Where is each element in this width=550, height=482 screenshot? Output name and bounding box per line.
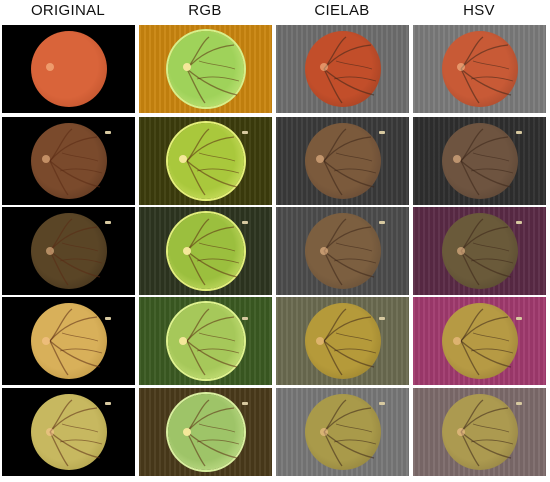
fundus-image-hsv-2 [413,117,546,205]
notch-marker [379,221,385,224]
fundus-image-original-5 [2,388,135,476]
fundus-image-hsv-3 [413,207,546,295]
fundus-image-cielab-1 [276,25,409,113]
fundus-image-original-3 [2,207,135,295]
vessel-overlay [186,36,240,104]
retina-disc [441,31,518,107]
column-header-hsv: HSV [463,2,495,19]
vessel-overlay [186,128,240,196]
notch-marker [516,131,522,134]
vessel-overlay [460,36,514,104]
fundus-image-cielab-4 [276,297,409,385]
optic-disc-spot [316,155,324,163]
vessel-overlay [323,128,377,196]
optic-disc-spot [457,247,465,255]
fundus-image-rgb-4 [139,297,272,385]
notch-marker [242,131,248,134]
vessel-overlay [49,218,103,286]
retina-disc [167,394,244,470]
retina-disc [304,31,381,107]
fundus-image-rgb-3 [139,207,272,295]
retina-disc [304,213,381,289]
fundus-image-hsv-1 [413,25,546,113]
vessel-overlay [186,399,240,467]
optic-disc-spot [183,428,191,436]
notch-marker [105,317,111,320]
notch-marker [242,317,248,320]
column-header-original: ORIGINAL [30,2,106,19]
notch-marker [379,402,385,405]
vessel-overlay [460,399,514,467]
notch-marker [516,402,522,405]
retina-disc [30,213,107,289]
fundus-image-original-2 [2,117,135,205]
retina-disc [167,31,244,107]
notch-marker [242,221,248,224]
vessel-overlay [49,399,103,467]
optic-disc-spot [179,155,187,163]
vessel-overlay [186,308,240,376]
column-header-rgb: RGB [188,2,222,19]
notch-marker [516,221,522,224]
vessel-overlay [49,128,103,196]
vessel-overlay [323,399,377,467]
notch-marker [379,317,385,320]
optic-disc-spot [46,428,54,436]
fundus-image-cielab-3 [276,207,409,295]
vessel-overlay [323,36,377,104]
notch-marker [105,131,111,134]
vessel-overlay [323,218,377,286]
fundus-image-hsv-5 [413,388,546,476]
vessel-overlay [49,308,103,376]
column-header-cielab: CIELAB [314,2,370,19]
optic-disc-spot [320,247,328,255]
retina-disc [304,394,381,470]
vessel-overlay [460,128,514,196]
notch-marker [105,221,111,224]
notch-marker [516,317,522,320]
retina-disc [30,394,107,470]
optic-disc-spot [316,337,324,345]
optic-disc-spot [46,247,54,255]
optic-disc-spot [46,63,54,71]
optic-disc-spot [457,428,465,436]
fundus-image-rgb-5 [139,388,272,476]
optic-disc-spot [42,155,50,163]
vessel-overlay [186,218,240,286]
notch-marker [379,131,385,134]
fundus-image-rgb-1 [139,25,272,113]
retina-disc [441,394,518,470]
fundus-image-rgb-2 [139,117,272,205]
retina-disc [441,213,518,289]
vessel-overlay [323,308,377,376]
retina-disc [167,213,244,289]
optic-disc-spot [183,63,191,71]
fundus-image-original-1 [2,25,135,113]
optic-disc-spot [457,63,465,71]
optic-disc-spot [453,337,461,345]
fundus-image-cielab-5 [276,388,409,476]
optic-disc-spot [320,63,328,71]
optic-disc-spot [179,337,187,345]
optic-disc-spot [320,428,328,436]
optic-disc-spot [183,247,191,255]
notch-marker [242,402,248,405]
notch-marker [105,402,111,405]
fundus-image-original-4 [2,297,135,385]
optic-disc-spot [453,155,461,163]
vessel-overlay [460,218,514,286]
vessel-overlay [460,308,514,376]
optic-disc-spot [42,337,50,345]
fundus-image-hsv-4 [413,297,546,385]
retina-disc [30,31,107,107]
fundus-image-cielab-2 [276,117,409,205]
